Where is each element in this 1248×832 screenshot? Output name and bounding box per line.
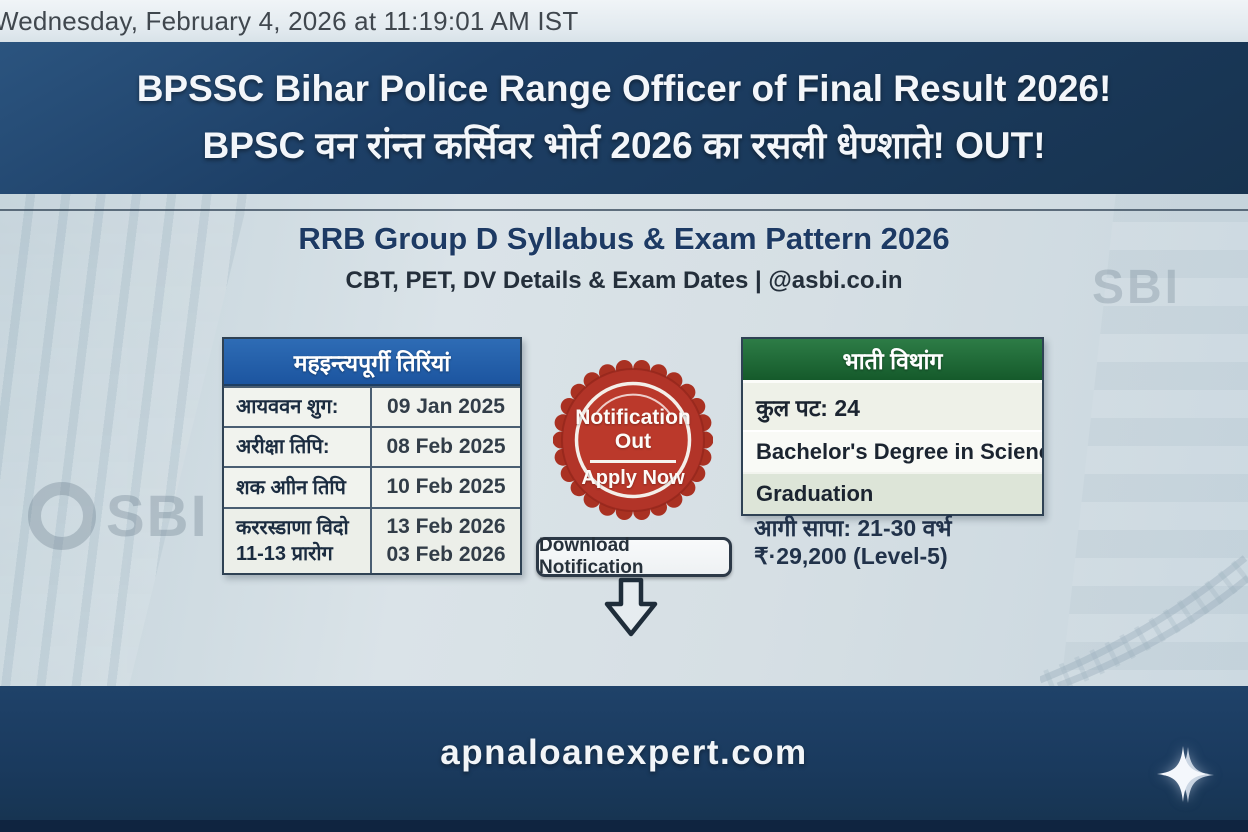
down-arrow-icon: [604, 577, 658, 637]
download-button-label: Download Notification: [539, 535, 644, 578]
datetime-text: Wednesday, February 4, 2026 at 11:19:01 …: [0, 5, 579, 36]
badge-text: Notification Out Apply Now: [553, 360, 713, 520]
headline-english: BPSSC Bihar Police Range Officer of Fina…: [136, 67, 1112, 109]
date-label-line2: 11-13 प्रारोग: [236, 543, 333, 565]
content-area: SBI SBI RRB Group D Syllabus & Exam Patt…: [0, 194, 1248, 686]
badge-seal-icon: [553, 360, 713, 520]
badge-line1: Notification: [575, 406, 691, 429]
sbi-watermark-left: SBI: [28, 482, 209, 550]
headline-banner: BPSSC Bihar Police Range Officer of Fina…: [0, 42, 1248, 194]
download-notification-button[interactable]: Download Notification: [536, 535, 732, 578]
datetime-bar: Wednesday, February 4, 2026 at 11:19:01 …: [0, 0, 1248, 42]
vacancy-row-total-posts: कुल पट: 24: [743, 380, 1042, 430]
date-value: 09 Jan 2025: [387, 394, 505, 418]
sbi-logo-ring-icon: [28, 482, 96, 550]
sbi-watermark-right: SBI: [1092, 261, 1182, 314]
footer-banner: apnaloanexpert.com: [0, 686, 1248, 832]
date-label: शक आीन तिपि: [236, 476, 346, 499]
badge-divider: [590, 460, 676, 464]
website-text: apnaloanexpert.com: [440, 733, 808, 772]
page-title: RRB Group D Syllabus & Exam Pattern 2026: [298, 221, 950, 256]
table-row: शक आीन तिपि 10 Feb 2025: [224, 466, 520, 507]
vacancy-table-header: भाती विथांग: [743, 339, 1042, 380]
date-label: अरीक्षा तिपि:: [236, 436, 330, 458]
headline-hindi: BPSC वन रांन्त कर्सिवर भोर्त 2026 का रसल…: [202, 124, 1046, 166]
sparkle-icon: [1157, 746, 1214, 803]
badge-line3: Apply Now: [581, 467, 685, 490]
important-dates-table: महइन्त्यपूर्गी तिरिंयां आयववन शुग: 09 Ja…: [222, 337, 522, 575]
date-label: कररस्डाणा विदो: [236, 517, 349, 539]
notification-out-badge[interactable]: Notification Out Apply Now: [553, 360, 713, 520]
salary-text: ₹·29,200 (Level-5): [754, 543, 948, 569]
date-label: आयववन शुग:: [236, 396, 339, 418]
railway-track-watermark: [1040, 555, 1248, 686]
vacancy-row-graduation: Graduation: [743, 472, 1042, 514]
table-row: कररस्डाणा विदो 11-13 प्रारोग 13 Feb 2026…: [224, 507, 520, 573]
table-row: अरीक्षा तिपि: 08 Feb 2025: [224, 426, 520, 466]
divider-line: [0, 209, 1248, 211]
dates-table-header: महइन्त्यपूर्गी तिरिंयां: [224, 339, 520, 386]
date-value: 08 Feb 2025: [386, 434, 506, 458]
table-row: आयववन शुग: 09 Jan 2025: [224, 386, 520, 426]
footer-bottom-strip: [0, 820, 1248, 832]
vacancy-row-qualification: Bachelor's Degree in Science: [743, 430, 1042, 472]
age-limit-text: आगी सापा: 21-30 वर्भ: [754, 515, 952, 541]
date-value: 13 Feb 2026: [386, 514, 506, 538]
sbi-watermark-left-text: SBI: [106, 483, 209, 549]
vacancy-details-table: भाती विथांग कुल पट: 24 Bachelor's Degree…: [741, 337, 1044, 516]
page-subtitle: CBT, PET, DV Details & Exam Dates | @asb…: [345, 267, 903, 294]
date-value-line2: 03 Feb 2026: [386, 543, 506, 566]
badge-line2: Out: [614, 430, 652, 454]
date-value: 10 Feb 2025: [386, 475, 506, 499]
